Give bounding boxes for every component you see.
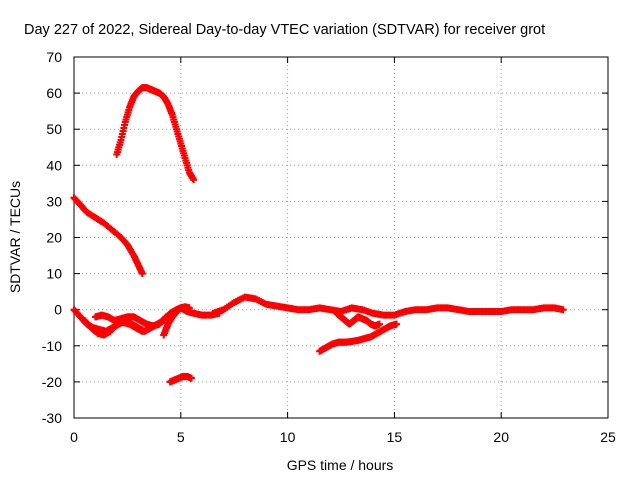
x-tick-label: 0 — [70, 429, 78, 445]
series-arc-rise — [316, 320, 401, 355]
data-point — [190, 176, 198, 184]
y-tick-label: 60 — [46, 85, 62, 101]
y-tick-label: 30 — [46, 193, 62, 209]
x-tick-label: 25 — [600, 429, 616, 445]
x-tick-label: 20 — [493, 429, 509, 445]
y-tick-label: -30 — [42, 410, 62, 426]
x-tick-label: 5 — [177, 429, 185, 445]
x-tick-label: 15 — [387, 429, 403, 445]
y-axis-label: SDTVAR / TECUs — [7, 181, 23, 293]
y-tick-label: 70 — [46, 49, 62, 65]
y-tick-label: -10 — [42, 338, 62, 354]
series-arc-dip — [333, 309, 383, 330]
series-arc-bottom — [166, 372, 195, 386]
y-tick-label: 20 — [46, 230, 62, 246]
data-point — [162, 313, 170, 321]
series-arc-low-d — [160, 303, 193, 339]
y-tick-label: 40 — [46, 157, 62, 173]
y-tick-label: 10 — [46, 266, 62, 282]
data-point — [375, 320, 383, 328]
data-point — [559, 306, 567, 314]
data-point — [161, 314, 169, 322]
data-point — [138, 270, 146, 278]
data-points — [70, 84, 567, 386]
y-tick-label: 0 — [54, 302, 62, 318]
data-point — [138, 327, 146, 335]
chart-title: Day 227 of 2022, Sidereal Day-to-day VTE… — [24, 22, 545, 38]
x-axis-label: GPS time / hours — [287, 457, 394, 473]
data-point — [393, 320, 401, 328]
y-tick-label: -20 — [42, 374, 62, 390]
axis-ticks: 0 5 10 15 20 25 -30 -20 -10 0 10 20 30 40 50 60 70 — [42, 49, 616, 445]
data-point — [185, 304, 193, 312]
data-point — [187, 374, 195, 382]
series-arc-low-c — [91, 311, 170, 330]
series-arc-high — [113, 84, 198, 184]
grid — [74, 57, 608, 418]
x-tick-label: 10 — [280, 429, 296, 445]
y-tick-label: 50 — [46, 121, 62, 137]
series-arc-decline — [70, 194, 146, 278]
